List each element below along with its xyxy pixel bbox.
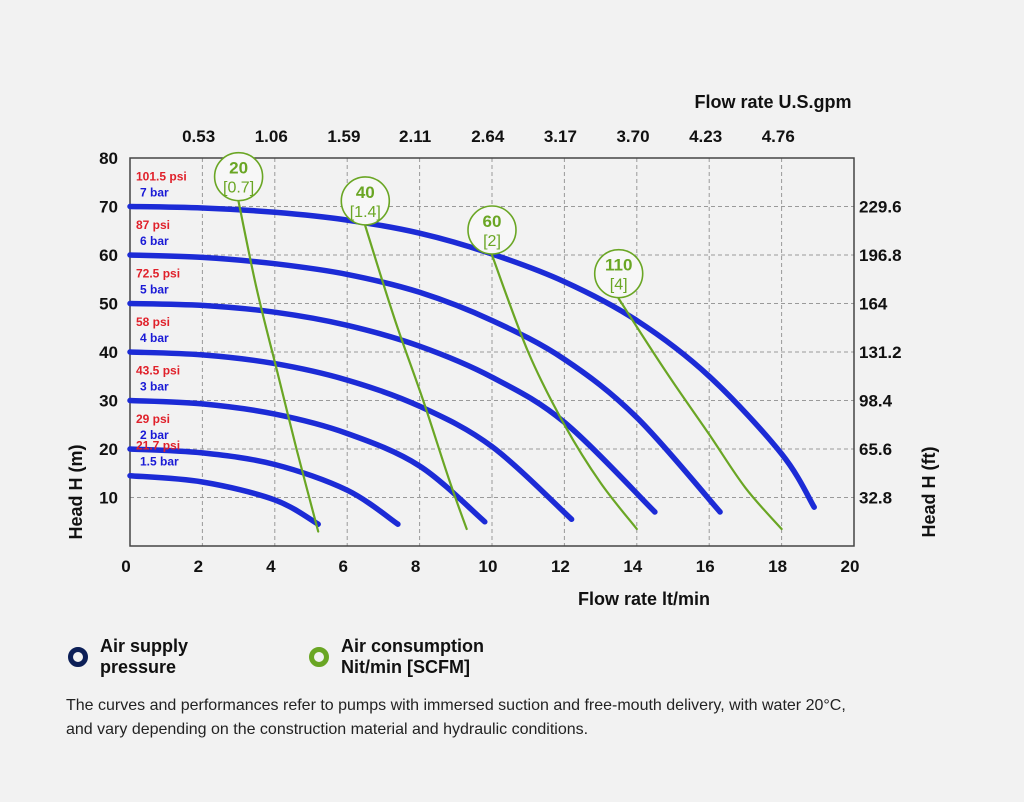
- air-consumption-scfm: [0.7]: [223, 180, 254, 197]
- pressure-curve-5-bar: [127, 300, 658, 515]
- psi-label: 58 psi: [136, 315, 170, 329]
- y-left-tick-label: 10: [99, 489, 118, 508]
- pressure-curve-2-bar: [127, 446, 401, 527]
- tick-labels: 0 2 4 6 8 10 12 14 16 18 20 10 20 30 40 50 60 70 80 32.8 65.…: [99, 127, 901, 576]
- legend-air-consumption: Air consumption Nit/min [SCFM]: [309, 636, 484, 678]
- legend-air-supply-label: Air supply pressure: [100, 636, 189, 677]
- bar-label: 7 bar: [140, 186, 169, 200]
- x-bottom-tick-label: 14: [623, 557, 642, 576]
- pump-performance-chart: 0 2 4 6 8 10 12 14 16 18 20 10 20 30 40 50 60 70 80 32.8 65.…: [66, 92, 939, 609]
- y-right-tick-label: 229.6: [859, 198, 902, 217]
- x-top-tick-label: 1.59: [327, 127, 360, 146]
- x-bottom-tick-label: 4: [266, 557, 276, 576]
- psi-label: 21.7 psi: [136, 439, 180, 453]
- x-top-tick-label: 2.11: [399, 127, 431, 146]
- bar-label: 3 bar: [140, 380, 169, 394]
- psi-label: 29 psi: [136, 412, 170, 426]
- pressure-curve-7-bar: [127, 203, 817, 510]
- y-left-tick-label: 40: [99, 343, 118, 362]
- bar-label: 1.5 bar: [140, 455, 179, 469]
- air-consumption-scfm: [2]: [483, 233, 501, 250]
- pressure-curve-1_5-bar: [127, 472, 321, 527]
- psi-label: 101.5 psi: [136, 170, 187, 184]
- bar-label: 4 bar: [140, 331, 169, 345]
- y-right-tick-label: 65.6: [859, 440, 892, 459]
- air-consumption-curves: 20 [0.7] 40 [1.4] 60 [2] 110 [4]: [213, 151, 783, 533]
- x-bottom-tick-label: 2: [194, 557, 203, 576]
- y-left-axis-title: Head H (m): [66, 444, 86, 539]
- x-bottom-tick-label: 8: [411, 557, 420, 576]
- pressure-labels: 101.5 psi 7 bar 87 psi 6 bar 72.5 psi 5 bar 58…: [136, 170, 187, 469]
- bar-label: 5 bar: [140, 283, 169, 297]
- air-consumption-value: 20: [229, 159, 248, 178]
- y-left-tick-label: 80: [99, 149, 118, 168]
- air-consumption-circle: [340, 176, 391, 226]
- x-top-tick-label: 2.64: [471, 127, 505, 146]
- air-consumption-curve-110: [617, 297, 783, 531]
- x-bottom-tick-label: 20: [841, 557, 860, 576]
- x-top-tick-label: 4.76: [762, 127, 795, 146]
- y-right-axis-title: Head H (ft): [919, 447, 939, 538]
- air-consumption-curve-60: [490, 253, 638, 531]
- x-top-tick-label: 4.23: [689, 127, 722, 146]
- air-consumption-scfm: [1.4]: [350, 204, 381, 221]
- x-bottom-tick-label: 12: [551, 557, 570, 576]
- psi-label: 87 psi: [136, 218, 170, 232]
- x-top-tick-label: 0.53: [182, 127, 215, 146]
- air-supply-pressure-curves: [127, 203, 817, 527]
- air-consumption-circle: [467, 205, 517, 255]
- x-top-tick-label: 3.70: [616, 127, 649, 146]
- bar-label: 2 bar: [140, 428, 169, 442]
- x-bottom-axis-title: Flow rate lt/min: [578, 589, 710, 609]
- y-right-tick-label: 131.2: [859, 343, 902, 362]
- x-bottom-tick-label: 10: [479, 557, 498, 576]
- air-consumption-curve-20: [237, 200, 320, 533]
- legend-air-supply: Air supply pressure: [68, 636, 188, 678]
- air-consumption-scfm: [4]: [610, 277, 628, 294]
- grid: [130, 158, 854, 546]
- air-consumption-value: 110: [605, 256, 632, 275]
- y-right-tick-label: 164: [859, 295, 888, 314]
- psi-label: 72.5 psi: [136, 267, 180, 281]
- footnote: The curves and performances refer to pum…: [66, 697, 846, 738]
- y-right-tick-label: 32.8: [859, 489, 892, 508]
- x-top-tick-label: 1.06: [255, 127, 288, 146]
- air-consumption-value: 40: [356, 183, 375, 202]
- y-left-tick-label: 60: [99, 246, 118, 265]
- pressure-curve-3-bar: [127, 397, 488, 525]
- y-right-tick-label: 196.8: [859, 246, 902, 265]
- pressure-curve-4-bar: [127, 349, 575, 523]
- legend-air-consumption-label: Air consumption Nit/min [SCFM]: [341, 636, 484, 677]
- air-consumption-circle: [213, 151, 264, 202]
- y-left-tick-label: 50: [99, 295, 118, 314]
- air-consumption-value: 60: [483, 212, 502, 231]
- psi-label: 43.5 psi: [136, 364, 180, 378]
- bar-label: 6 bar: [140, 234, 169, 248]
- x-bottom-tick-label: 6: [338, 557, 347, 576]
- x-bottom-tick-label: 18: [768, 557, 787, 576]
- y-left-tick-label: 20: [99, 440, 118, 459]
- x-bottom-tick-label: 0: [121, 557, 130, 576]
- x-top-tick-label: 3.17: [544, 127, 577, 146]
- air-consumption-curve-40: [364, 224, 468, 531]
- x-bottom-tick-label: 16: [696, 557, 715, 576]
- pressure-curve-6-bar: [127, 252, 723, 515]
- blue-ring-icon: [68, 647, 88, 667]
- air-consumption-circle: [593, 248, 644, 299]
- y-left-tick-label: 70: [99, 198, 118, 217]
- green-ring-icon: [309, 647, 329, 667]
- x-top-axis-title: Flow rate U.S.gpm: [694, 92, 851, 112]
- y-right-tick-label: 98.4: [859, 392, 893, 411]
- y-left-tick-label: 30: [99, 392, 118, 411]
